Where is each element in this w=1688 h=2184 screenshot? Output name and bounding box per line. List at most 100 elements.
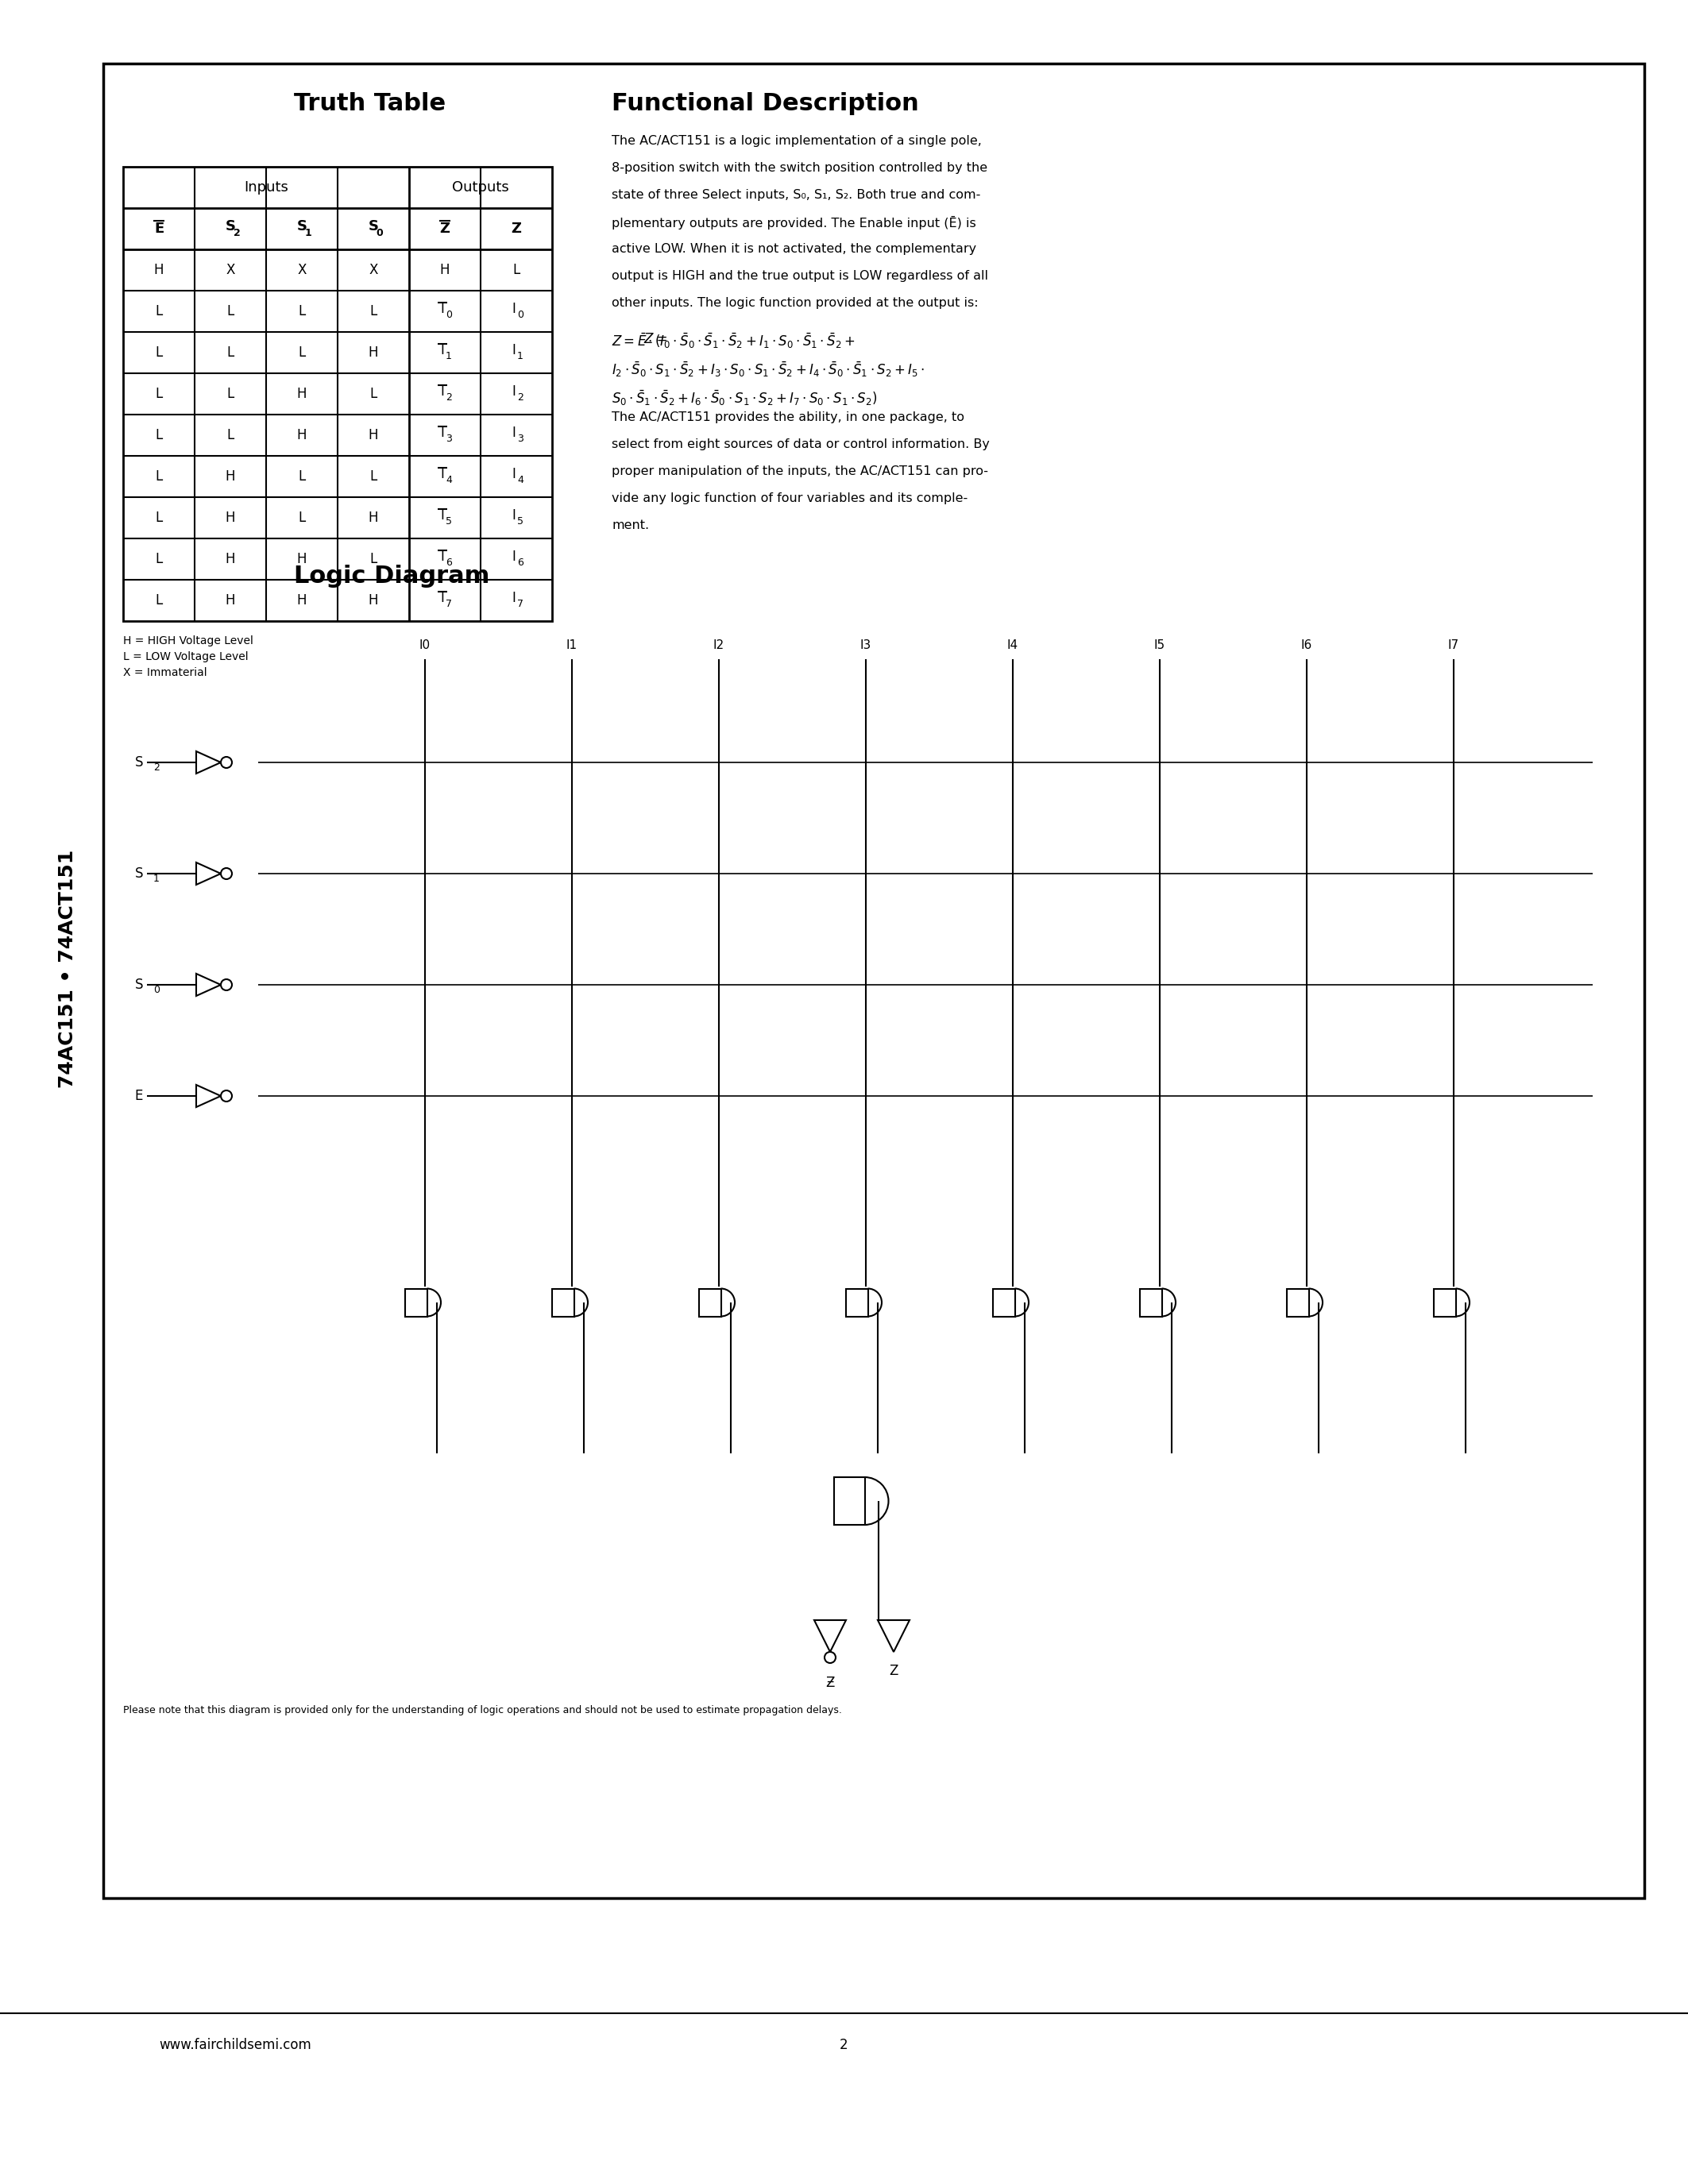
Circle shape xyxy=(824,1651,836,1662)
Text: I: I xyxy=(441,384,444,400)
Text: L: L xyxy=(155,553,162,566)
Text: vide any logic function of four variables and its comple-: vide any logic function of four variable… xyxy=(611,491,967,505)
Bar xyxy=(123,166,552,620)
Text: X = Immaterial: X = Immaterial xyxy=(123,666,208,679)
Bar xyxy=(1286,1289,1308,1317)
Text: Z =: Z = xyxy=(643,332,672,347)
Text: S: S xyxy=(135,978,143,992)
Text: S: S xyxy=(135,756,143,769)
Text: I: I xyxy=(441,467,444,480)
Bar xyxy=(993,1289,1014,1317)
Text: $Z = \bar{E}\cdot(I_0\cdot\bar{S}_0\cdot\bar{S}_1\cdot\bar{S}_2+I_1\cdot S_0\cdo: $Z = \bar{E}\cdot(I_0\cdot\bar{S}_0\cdot… xyxy=(611,332,856,352)
Text: I: I xyxy=(441,343,444,358)
Text: E: E xyxy=(135,1090,143,1103)
Text: I2: I2 xyxy=(714,640,724,651)
Text: 2: 2 xyxy=(154,762,160,773)
Text: I5: I5 xyxy=(1155,640,1165,651)
Text: S: S xyxy=(368,218,378,234)
Text: 8-position switch with the switch position controlled by the: 8-position switch with the switch positi… xyxy=(611,162,987,175)
Text: H: H xyxy=(297,594,307,607)
Text: L: L xyxy=(370,387,376,402)
Circle shape xyxy=(221,1090,231,1101)
Bar xyxy=(103,63,1644,1898)
Bar xyxy=(699,1289,721,1317)
Text: S: S xyxy=(225,218,236,234)
Polygon shape xyxy=(196,751,221,773)
Text: 1: 1 xyxy=(517,352,523,360)
Text: I: I xyxy=(441,301,444,317)
Text: I6: I6 xyxy=(1301,640,1312,651)
Text: H: H xyxy=(297,387,307,402)
Text: L: L xyxy=(155,511,162,524)
Circle shape xyxy=(221,758,231,769)
Polygon shape xyxy=(878,1621,910,1651)
Text: www.fairchildsemi.com: www.fairchildsemi.com xyxy=(159,2038,311,2053)
Text: I: I xyxy=(511,426,517,439)
Text: L: L xyxy=(155,594,162,607)
Bar xyxy=(405,1289,427,1317)
Text: I: I xyxy=(441,426,444,439)
Text: L = LOW Voltage Level: L = LOW Voltage Level xyxy=(123,651,248,662)
Text: Logic Diagram: Logic Diagram xyxy=(294,563,490,587)
Text: 7: 7 xyxy=(517,598,523,609)
Text: H: H xyxy=(297,428,307,443)
Polygon shape xyxy=(196,863,221,885)
Text: H: H xyxy=(226,594,235,607)
Text: Z: Z xyxy=(511,221,522,236)
Text: other inputs. The logic function provided at the output is:: other inputs. The logic function provide… xyxy=(611,297,979,308)
Circle shape xyxy=(221,867,231,880)
Text: L: L xyxy=(155,470,162,483)
Text: L: L xyxy=(226,387,235,402)
Text: H: H xyxy=(368,511,378,524)
Text: H: H xyxy=(368,345,378,360)
Text: 5: 5 xyxy=(446,515,452,526)
Text: L: L xyxy=(299,345,306,360)
Text: L: L xyxy=(226,345,235,360)
Text: H: H xyxy=(368,428,378,443)
Text: 2: 2 xyxy=(446,391,452,402)
Text: L: L xyxy=(155,304,162,319)
Polygon shape xyxy=(196,974,221,996)
Text: select from eight sources of data or control information. By: select from eight sources of data or con… xyxy=(611,439,989,450)
Text: 4: 4 xyxy=(517,474,523,485)
Text: X: X xyxy=(226,262,235,277)
Text: L: L xyxy=(155,345,162,360)
Text: 0: 0 xyxy=(154,985,160,994)
Bar xyxy=(552,1289,574,1317)
Text: I: I xyxy=(511,592,517,605)
Text: H: H xyxy=(297,553,307,566)
Text: 4: 4 xyxy=(446,474,452,485)
Text: L: L xyxy=(299,511,306,524)
Text: H: H xyxy=(441,262,449,277)
Text: L: L xyxy=(370,470,376,483)
Text: Functional Description: Functional Description xyxy=(611,92,918,116)
Text: I: I xyxy=(511,384,517,400)
Text: E: E xyxy=(154,221,164,236)
Text: I: I xyxy=(511,467,517,480)
Text: 0: 0 xyxy=(517,310,523,319)
Text: I: I xyxy=(511,301,517,317)
Text: Outputs: Outputs xyxy=(452,181,510,194)
Text: $S_0\cdot\bar{S}_1\cdot\bar{S}_2+I_6\cdot\bar{S}_0\cdot S_1\cdot S_2+I_7\cdot S_: $S_0\cdot\bar{S}_1\cdot\bar{S}_2+I_6\cdo… xyxy=(611,389,878,408)
Text: Z: Z xyxy=(890,1664,898,1677)
Text: Z: Z xyxy=(439,221,451,236)
Text: Please note that this diagram is provided only for the understanding of logic op: Please note that this diagram is provide… xyxy=(123,1706,842,1714)
Text: 0: 0 xyxy=(446,310,452,319)
Text: Truth Table: Truth Table xyxy=(294,92,446,116)
Text: 0: 0 xyxy=(376,227,383,238)
Polygon shape xyxy=(814,1621,846,1651)
Text: 5: 5 xyxy=(517,515,523,526)
Text: 3: 3 xyxy=(446,432,452,443)
Text: L: L xyxy=(370,553,376,566)
Text: 2: 2 xyxy=(517,391,523,402)
Text: L: L xyxy=(299,470,306,483)
Text: H: H xyxy=(226,470,235,483)
Text: The AC/ACT151 provides the ability, in one package, to: The AC/ACT151 provides the ability, in o… xyxy=(611,411,964,424)
Text: I4: I4 xyxy=(1008,640,1018,651)
Text: I0: I0 xyxy=(419,640,430,651)
Text: state of three Select inputs, S₀, S₁, S₂. Both true and com-: state of three Select inputs, S₀, S₁, S₂… xyxy=(611,190,981,201)
Text: 3: 3 xyxy=(517,432,523,443)
Text: 2: 2 xyxy=(233,227,240,238)
Text: 2: 2 xyxy=(839,2038,847,2053)
Text: proper manipulation of the inputs, the AC/ACT151 can pro-: proper manipulation of the inputs, the A… xyxy=(611,465,987,478)
